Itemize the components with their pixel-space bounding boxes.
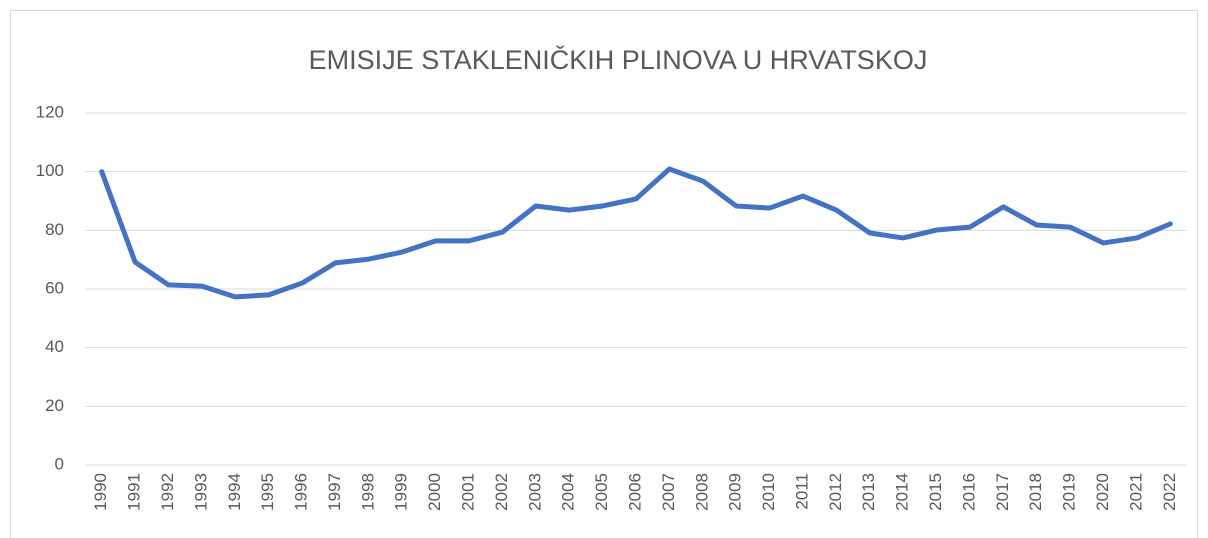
x-tick-label: 1990	[91, 473, 110, 511]
x-tick-label: 2012	[826, 473, 845, 511]
x-tick-label: 1995	[258, 473, 277, 511]
x-tick-label: 1997	[325, 473, 344, 511]
x-tick-label: 2015	[926, 473, 945, 511]
x-tick-label: 2013	[859, 473, 878, 511]
chart-border	[10, 10, 1198, 538]
x-tick-label: 2008	[692, 473, 711, 511]
x-tick-label: 2014	[893, 473, 912, 511]
x-tick-label: 2006	[625, 473, 644, 511]
x-tick-label: 2011	[792, 473, 811, 510]
x-tick-label: 2004	[559, 473, 578, 511]
y-tick-label: 0	[55, 454, 64, 473]
x-tick-label: 2003	[525, 473, 544, 511]
x-tick-label: 2009	[726, 473, 745, 511]
x-tick-label: 2000	[425, 473, 444, 511]
x-tick-label: 1992	[158, 473, 177, 511]
chart-title: EMISIJE STAKLENIČKIH PLINOVA U HRVATSKOJ	[309, 44, 928, 75]
y-tick-label: 80	[45, 220, 64, 239]
y-tick-label: 60	[45, 278, 64, 297]
y-tick-label: 100	[36, 161, 64, 180]
data-line	[99, 166, 1173, 300]
x-tick-label: 2016	[959, 473, 978, 511]
x-tick-label: 2018	[1026, 473, 1045, 511]
x-tick-label: 1993	[191, 473, 210, 511]
x-tick-label: 1991	[125, 473, 144, 511]
x-tick-label: 2020	[1093, 473, 1112, 511]
x-tick-label: 2005	[592, 473, 611, 511]
y-tick-label: 40	[45, 337, 64, 356]
x-tick-label: 2017	[993, 473, 1012, 511]
x-tick-label: 2010	[759, 473, 778, 511]
x-tick-label: 1999	[392, 473, 411, 511]
x-tick-label: 2021	[1126, 473, 1145, 511]
y-tick-label: 20	[45, 396, 64, 415]
x-tick-label: 2019	[1060, 473, 1079, 511]
x-tick-label: 2002	[492, 473, 511, 511]
x-tick-label: 1998	[358, 473, 377, 511]
x-tick-label: 2022	[1160, 473, 1179, 511]
x-tick-label: 2007	[659, 473, 678, 511]
y-tick-label: 120	[36, 102, 64, 121]
x-tick-label: 2001	[459, 473, 478, 511]
x-tick-label: 1996	[292, 473, 311, 511]
x-tick-label: 1994	[225, 473, 244, 511]
